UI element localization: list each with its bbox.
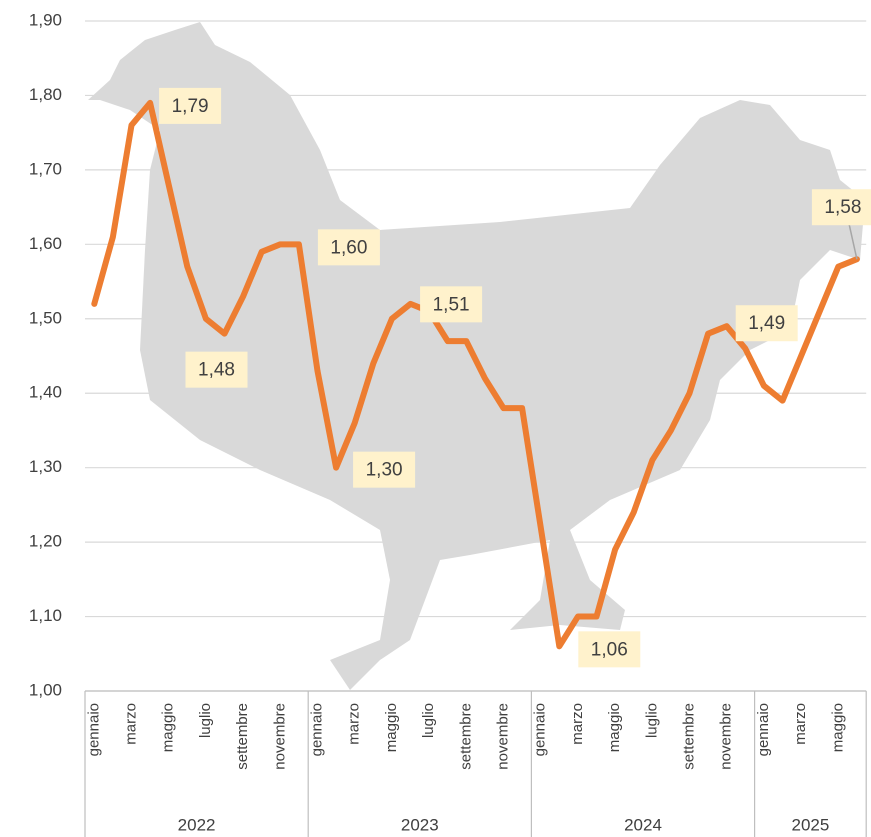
x-tick-label: maggio bbox=[606, 703, 623, 752]
x-tick-label: gennaio bbox=[532, 703, 549, 756]
leader-line bbox=[848, 223, 858, 260]
data-label-box bbox=[811, 189, 871, 226]
year-label: 2022 bbox=[178, 815, 216, 834]
data-label-box bbox=[353, 451, 416, 488]
x-tick-label: settembre bbox=[234, 703, 251, 770]
y-tick-label: 1,40 bbox=[29, 383, 62, 402]
data-label-box bbox=[317, 229, 380, 266]
data-label: 1,60 bbox=[330, 237, 367, 258]
x-tick-label: luglio bbox=[197, 703, 214, 738]
x-tick-label: novembre bbox=[718, 703, 735, 770]
y-tick-label: 1,30 bbox=[29, 457, 62, 476]
x-tick-label: gennaio bbox=[85, 703, 102, 756]
y-tick-label: 1,20 bbox=[29, 532, 62, 551]
x-tick-label: luglio bbox=[420, 703, 437, 738]
x-tick-label: marzo bbox=[792, 703, 809, 745]
x-tick-label: novembre bbox=[494, 703, 511, 770]
x-tick-label: settembre bbox=[680, 703, 697, 770]
y-tick-label: 1,00 bbox=[29, 680, 62, 699]
x-tick-label: gennaio bbox=[755, 703, 772, 756]
x-tick-label: maggio bbox=[383, 703, 400, 752]
x-tick-label: maggio bbox=[829, 703, 846, 752]
x-tick-label: marzo bbox=[346, 703, 363, 745]
data-label-box bbox=[735, 305, 798, 342]
y-tick-label: 1,70 bbox=[29, 159, 62, 178]
y-tick-label: 1,10 bbox=[29, 606, 62, 625]
y-tick-label: 1,50 bbox=[29, 308, 62, 327]
x-tick-label: settembre bbox=[457, 703, 474, 770]
x-tick-label: marzo bbox=[122, 703, 139, 745]
data-label-box bbox=[578, 631, 641, 668]
data-label-box bbox=[159, 87, 222, 124]
y-tick-label: 1,80 bbox=[29, 85, 62, 104]
data-label: 1,06 bbox=[591, 639, 628, 660]
data-label: 1,30 bbox=[366, 460, 403, 481]
data-label-box bbox=[420, 286, 483, 323]
data-label: 1,48 bbox=[198, 360, 235, 381]
line-series bbox=[91, 99, 860, 650]
year-label: 2024 bbox=[624, 815, 662, 834]
data-label: 1,58 bbox=[824, 197, 861, 218]
y-tick-label: 1,90 bbox=[29, 10, 62, 29]
year-label: 2023 bbox=[401, 815, 439, 834]
x-tick-label: marzo bbox=[569, 703, 586, 745]
year-label: 2025 bbox=[791, 815, 829, 834]
data-label: 1,51 bbox=[433, 294, 470, 315]
data-label-box bbox=[185, 351, 248, 388]
x-tick-label: maggio bbox=[160, 703, 177, 752]
data-label: 1,79 bbox=[172, 96, 209, 117]
data-label: 1,49 bbox=[748, 313, 785, 334]
y-tick-label: 1,60 bbox=[29, 234, 62, 253]
x-tick-label: gennaio bbox=[308, 703, 325, 756]
x-tick-label: novembre bbox=[271, 703, 288, 770]
x-tick-label: luglio bbox=[643, 703, 660, 738]
